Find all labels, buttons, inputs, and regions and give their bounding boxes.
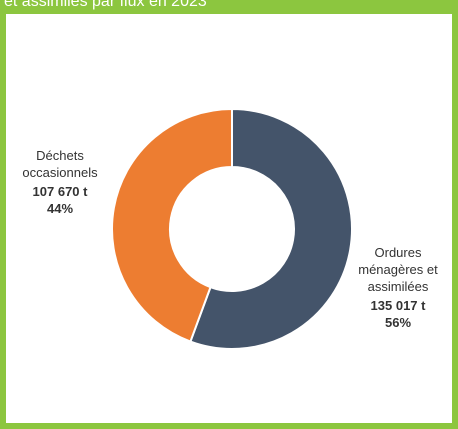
value-label: 135 017 t bbox=[371, 298, 427, 313]
header-bar bbox=[0, 0, 458, 14]
value-label: 107 670 t bbox=[33, 184, 89, 199]
slice-label: assimilées bbox=[368, 279, 429, 294]
share-label: 44% bbox=[47, 201, 73, 216]
slice-label: occasionnels bbox=[22, 165, 98, 180]
slice bbox=[189, 107, 353, 350]
slice-label: Déchets bbox=[36, 148, 84, 163]
slice-label: ménagères et bbox=[358, 262, 438, 277]
share-label: 56% bbox=[385, 315, 411, 330]
slice-label: Ordures bbox=[375, 245, 422, 260]
chart-title: et assimilés par flux en 2023 bbox=[4, 0, 207, 10]
slice bbox=[111, 107, 233, 343]
